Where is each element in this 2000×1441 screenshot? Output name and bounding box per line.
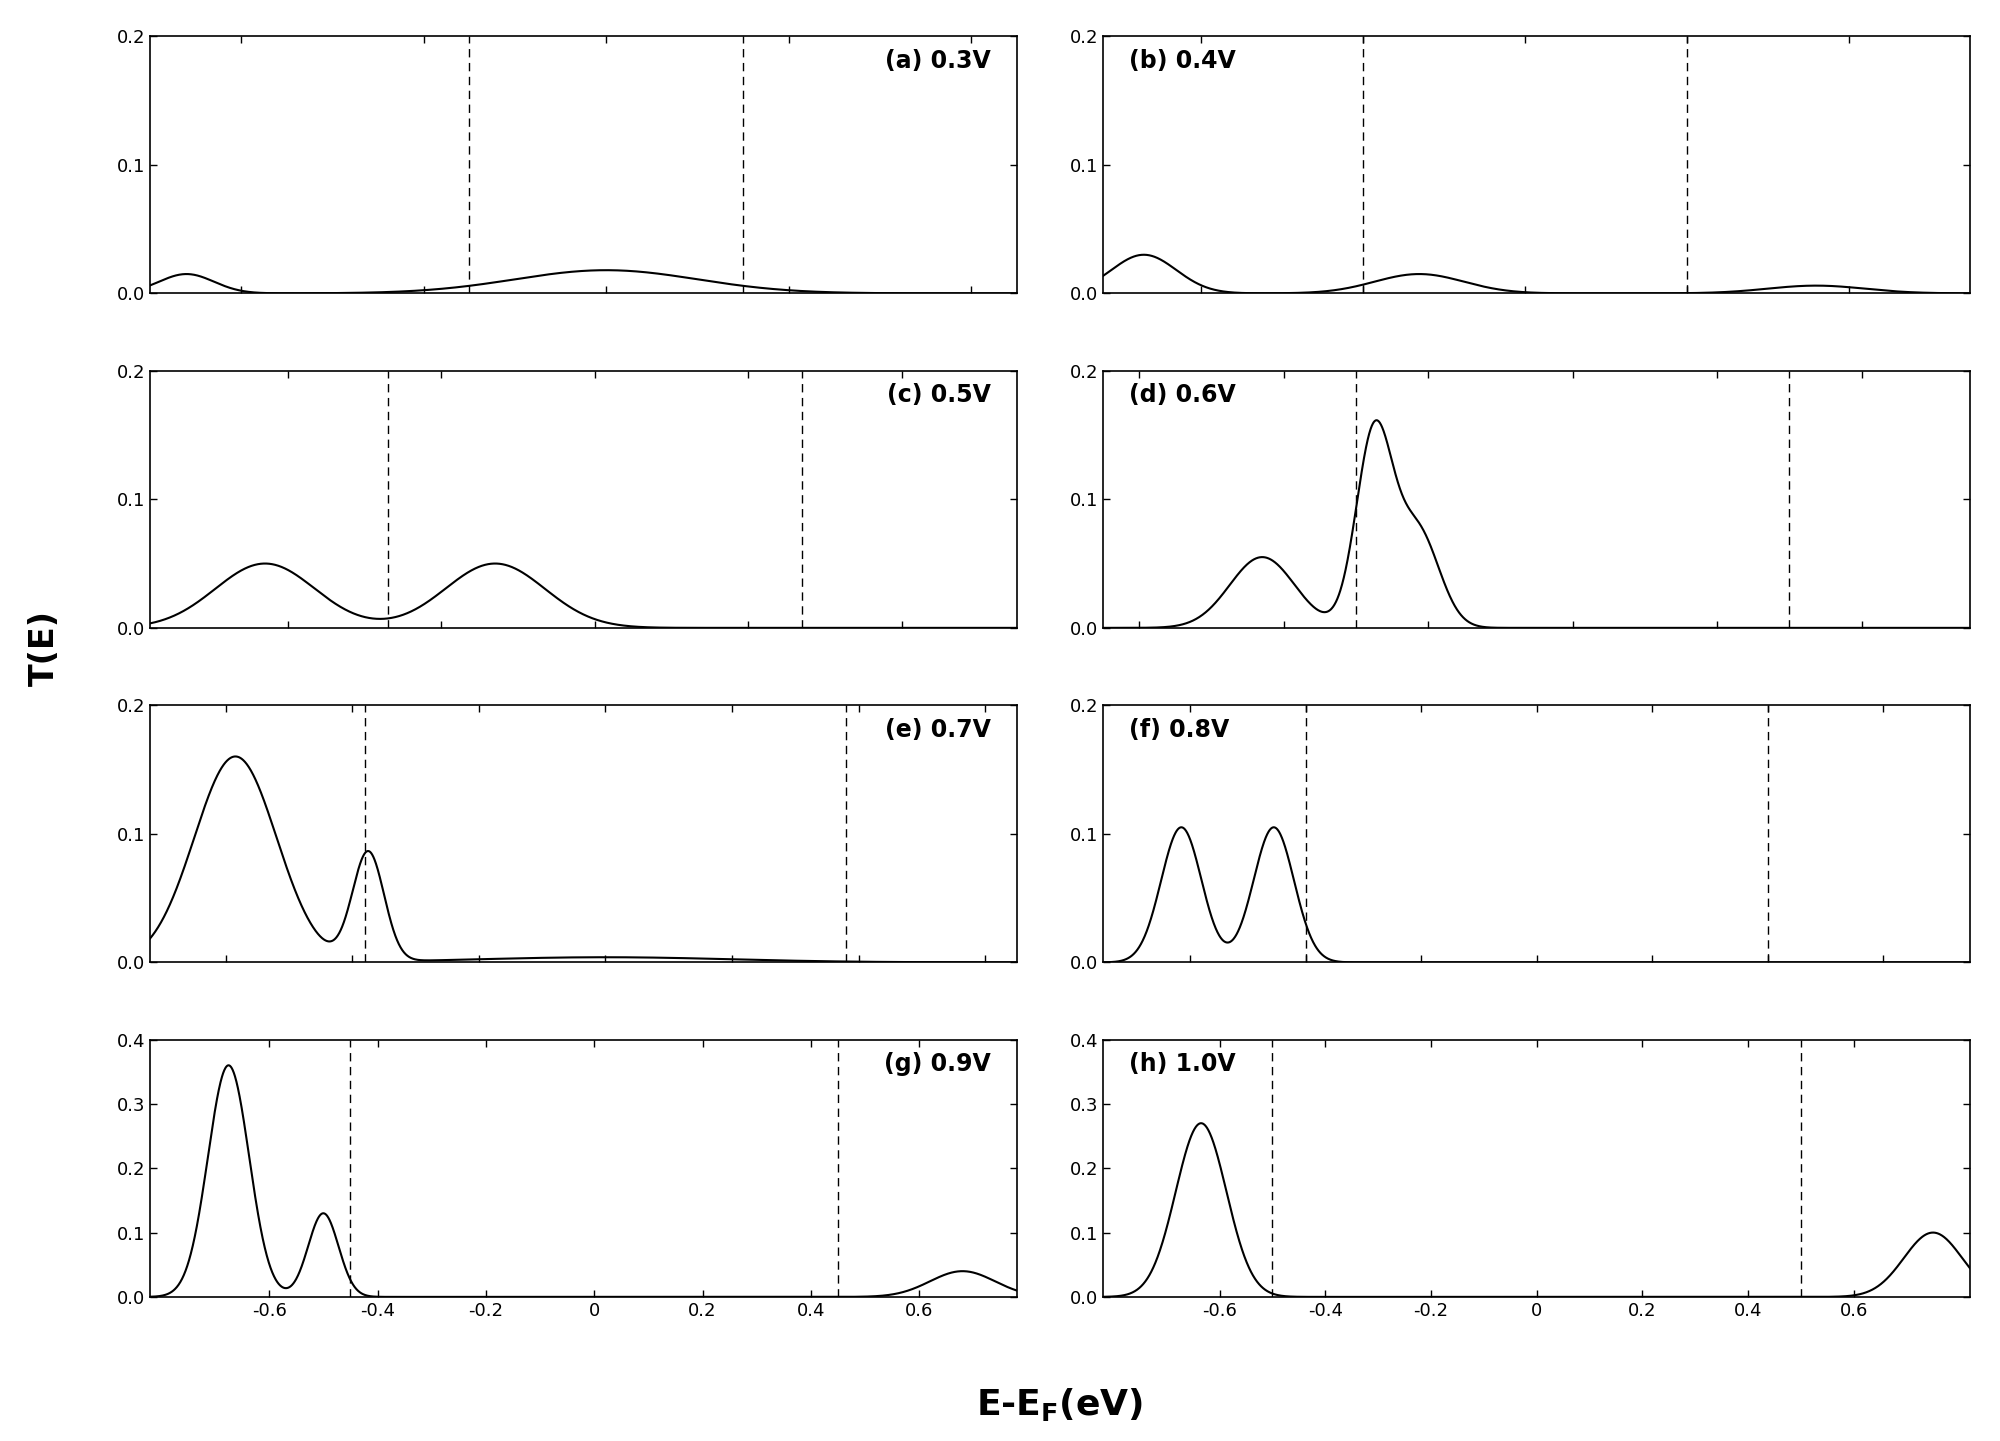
Text: (h) 1.0V: (h) 1.0V — [1130, 1052, 1236, 1076]
Text: E-E$_\mathbf{F}$(eV): E-E$_\mathbf{F}$(eV) — [976, 1386, 1144, 1424]
Text: (f) 0.8V: (f) 0.8V — [1130, 718, 1230, 742]
Text: (a) 0.3V: (a) 0.3V — [884, 49, 990, 73]
Text: T(E): T(E) — [28, 611, 60, 686]
Text: (b) 0.4V: (b) 0.4V — [1130, 49, 1236, 73]
Text: (c) 0.5V: (c) 0.5V — [886, 383, 990, 408]
Text: (g) 0.9V: (g) 0.9V — [884, 1052, 990, 1076]
Text: (d) 0.6V: (d) 0.6V — [1130, 383, 1236, 408]
Text: (e) 0.7V: (e) 0.7V — [884, 718, 990, 742]
